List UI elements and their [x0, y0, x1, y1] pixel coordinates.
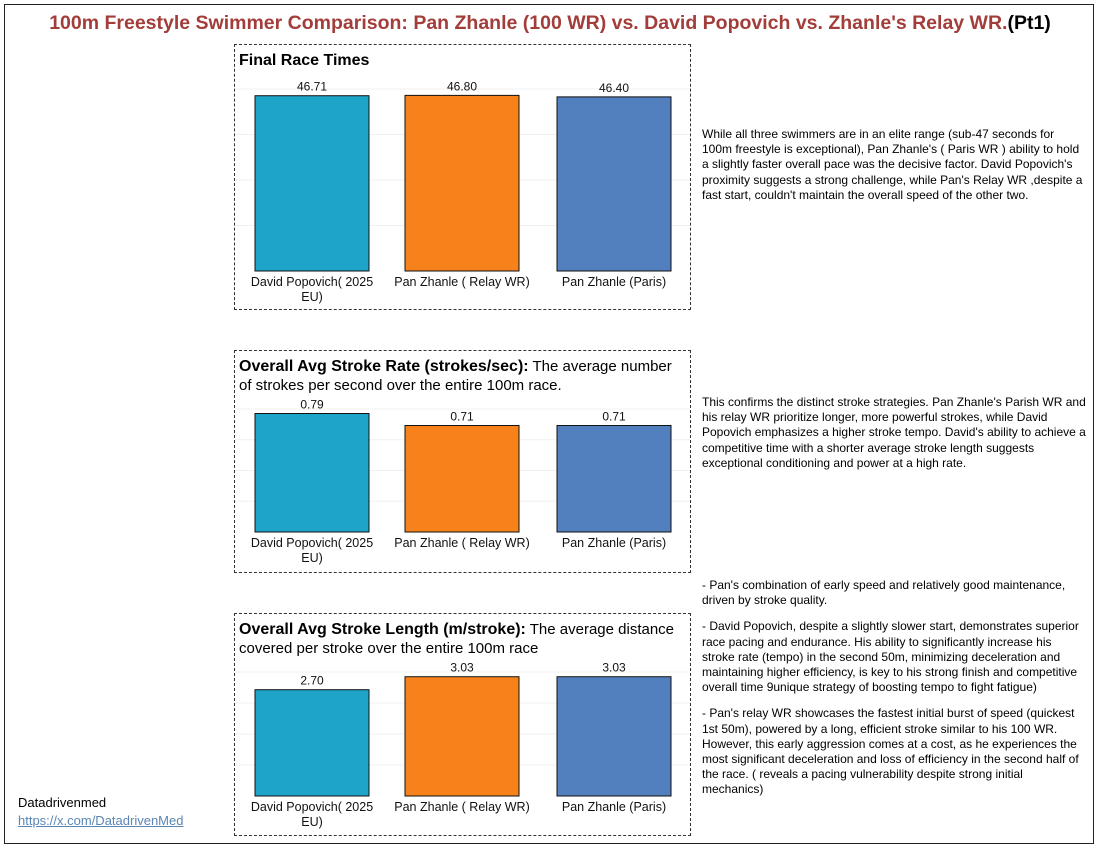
- data-label: 46.80: [447, 79, 477, 93]
- data-label: 2.70: [300, 674, 324, 688]
- data-label: 0.79: [300, 398, 324, 412]
- note-text: This confirms the distinct stroke strate…: [702, 395, 1086, 470]
- category-label: Pan Zhanle ( Relay WR): [394, 800, 529, 814]
- data-label: 3.03: [450, 661, 474, 675]
- bar: [254, 413, 370, 533]
- category-label: Pan Zhanle (Paris): [562, 536, 666, 550]
- category-label: EU): [301, 290, 323, 304]
- chart-subtitle: The average distance covered per stroke …: [239, 621, 675, 657]
- bar: [556, 425, 672, 533]
- bar: [404, 425, 520, 533]
- bar: [404, 676, 520, 797]
- chart-title: Overall Avg Stroke Length (m/stroke):: [239, 621, 526, 638]
- main-title: 100m Freestyle Swimmer Comparison: Pan Z…: [0, 12, 1100, 35]
- data-label: 0.71: [602, 410, 626, 424]
- chart-subtitle: The average number of strokes per second…: [239, 358, 672, 394]
- data-label: 46.40: [599, 81, 629, 95]
- data-label: 3.03: [602, 661, 626, 675]
- bar: [404, 94, 520, 272]
- main-title-text: 100m Freestyle Swimmer Comparison: Pan Z…: [49, 12, 1008, 34]
- category-label: EU): [301, 551, 323, 565]
- panel-title: Overall Avg Stroke Length (m/stroke): Th…: [239, 620, 687, 658]
- note-text-popovich: - David Popovich, despite a slightly slo…: [702, 619, 1079, 695]
- note-text-pan-relay: - Pan's relay WR showcases the fastest i…: [702, 706, 1079, 797]
- category-label: David Popovich( 2025: [251, 275, 373, 289]
- page-frame: [4, 4, 1094, 844]
- data-label: 0.71: [450, 410, 474, 424]
- note-stroke-rate: This confirms the distinct stroke strate…: [702, 395, 1087, 482]
- category-label: David Popovich( 2025: [251, 800, 373, 814]
- bar: [254, 95, 370, 272]
- chart-panel-final-times: Final Race Times 46.71 David Popovich( 20…: [234, 44, 691, 310]
- category-label: Pan Zhanle (Paris): [562, 275, 666, 289]
- chart-title: Final Race Times: [239, 52, 370, 69]
- category-label: David Popovich( 2025: [251, 536, 373, 550]
- chart-title: Overall Avg Stroke Rate (strokes/sec):: [239, 358, 529, 375]
- chart-panel-stroke-rate: Overall Avg Stroke Rate (strokes/sec): T…: [234, 350, 691, 573]
- note-final-times: While all three swimmers are in an elite…: [702, 127, 1087, 214]
- bar: [556, 96, 672, 272]
- main-title-suffix: (Pt1): [1007, 12, 1051, 34]
- category-label: Pan Zhanle ( Relay WR): [394, 275, 529, 289]
- bar: [254, 689, 370, 797]
- panel-title: Overall Avg Stroke Rate (strokes/sec): T…: [239, 357, 687, 395]
- category-label: Pan Zhanle ( Relay WR): [394, 536, 529, 550]
- credit-link[interactable]: https://x.com/DatadrivenMed: [18, 813, 184, 828]
- chart-panel-stroke-length: Overall Avg Stroke Length (m/stroke): Th…: [234, 613, 691, 836]
- credit: Datadrivenmed https://x.com/DatadrivenMe…: [18, 794, 183, 830]
- note-text-pan-paris: - Pan's combination of early speed and r…: [702, 578, 1066, 608]
- note-text: While all three swimmers are in an elite…: [702, 127, 1083, 202]
- credit-name: Datadrivenmed: [18, 795, 107, 810]
- data-label: 46.71: [297, 80, 327, 94]
- bar: [556, 676, 672, 797]
- category-label: Pan Zhanle (Paris): [562, 800, 666, 814]
- category-label: EU): [301, 815, 323, 829]
- note-stroke-length: - Pan's combination of early speed and r…: [702, 578, 1087, 809]
- panel-title: Final Race Times: [239, 51, 687, 70]
